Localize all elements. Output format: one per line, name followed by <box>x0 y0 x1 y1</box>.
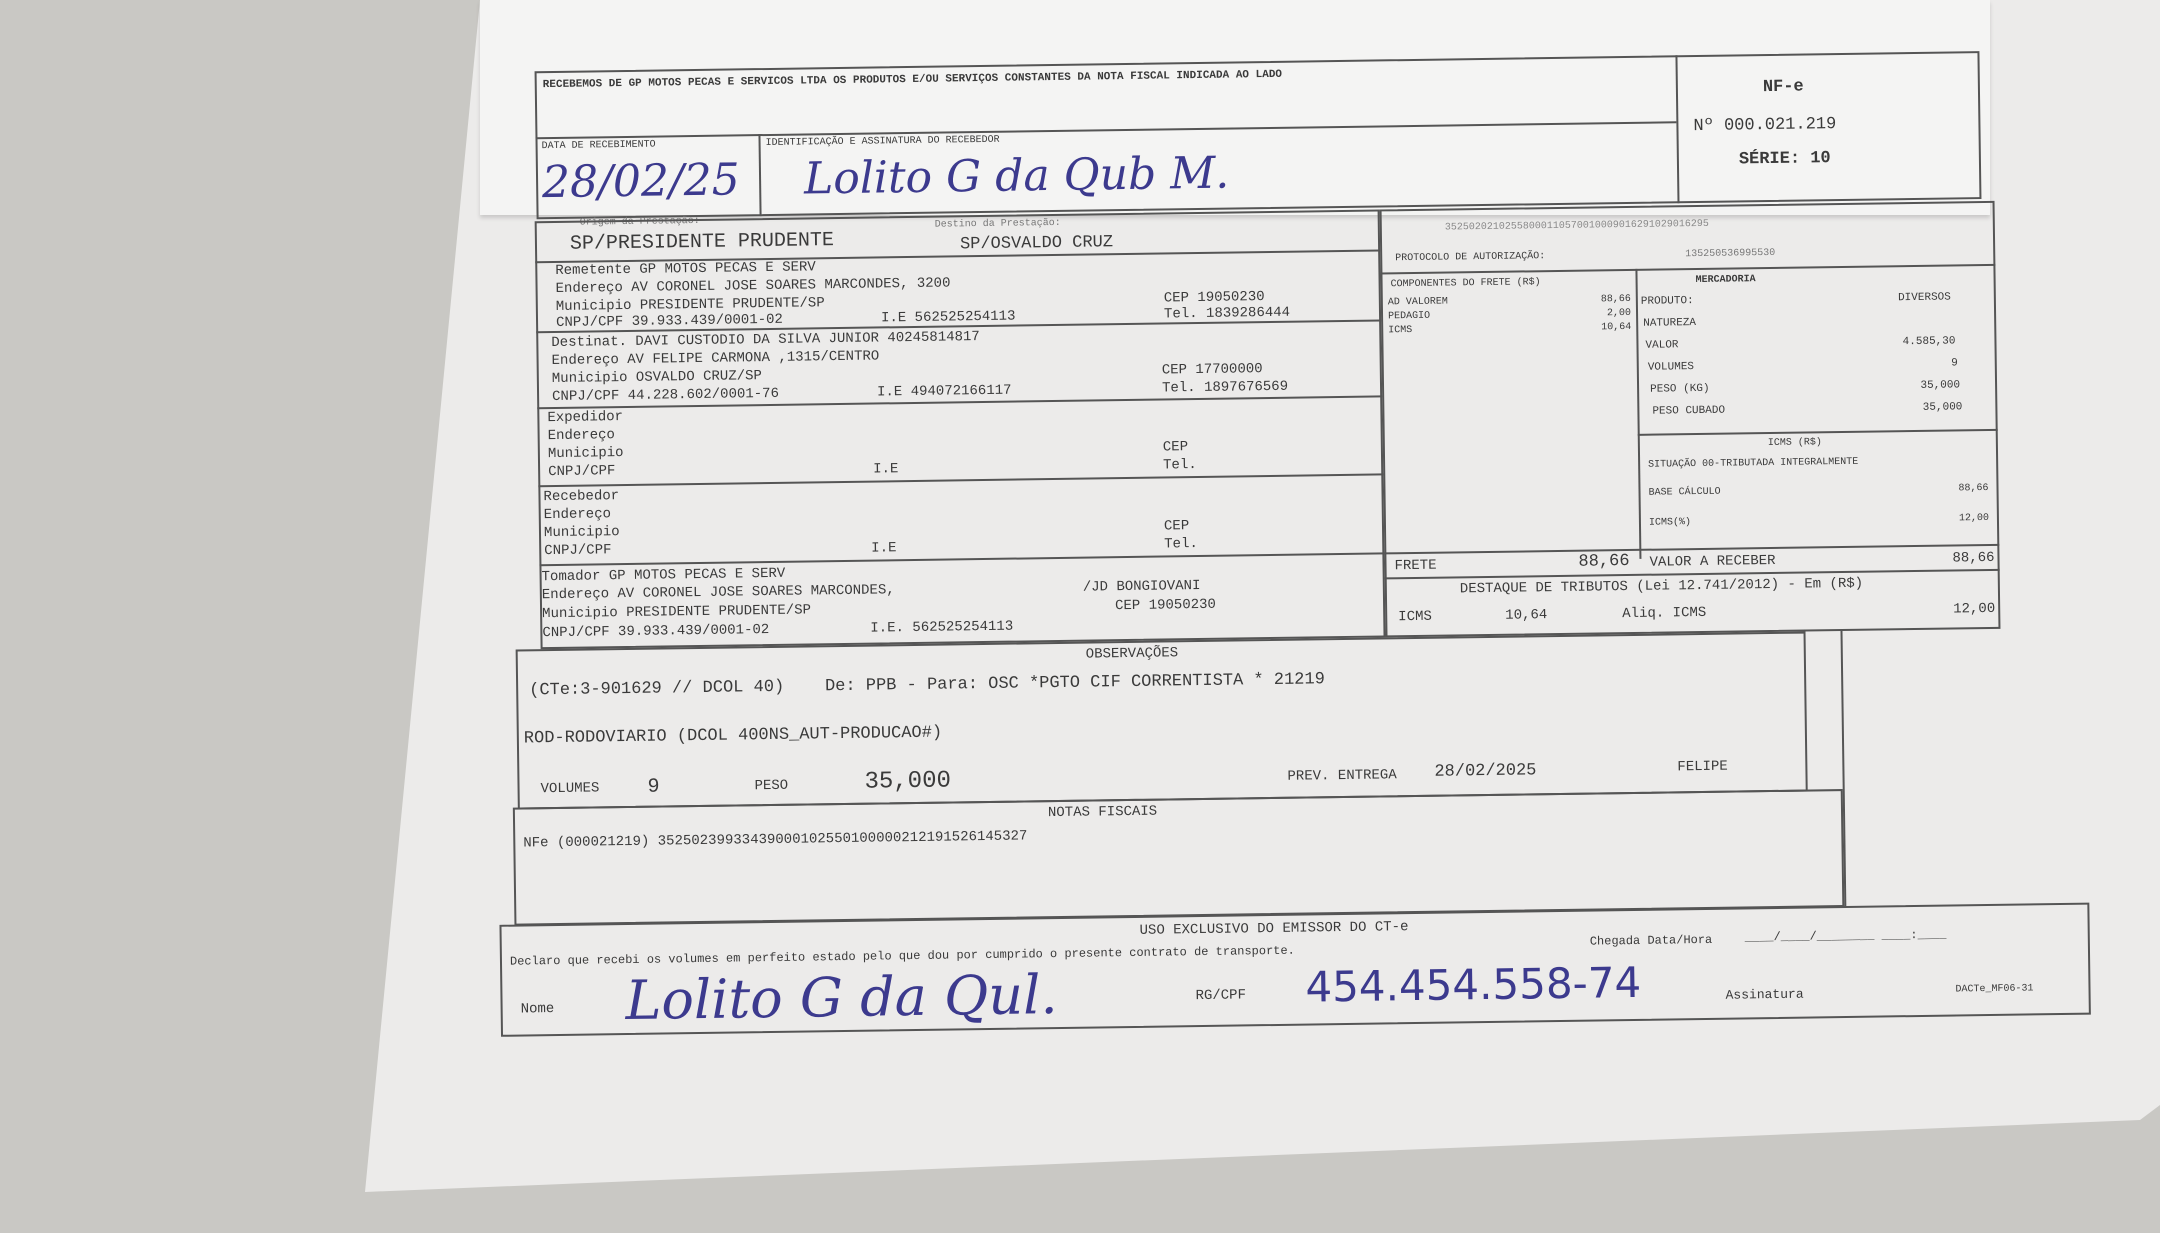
merchandise-label: VALOR <box>1645 339 1679 352</box>
shipper-label: Expedidor <box>547 409 624 427</box>
freight-total-label: FRETE <box>1394 557 1437 575</box>
recipient-tel: Tel. 1897676569 <box>1161 378 1289 397</box>
footer-code: DACTe_MF06-31 <box>1955 983 2034 996</box>
freight-items <box>0 0 2152 17</box>
volumes-value: 9 <box>647 775 660 799</box>
rate-value: 12,00 <box>1958 512 1990 525</box>
rg-label: RG/CPF <box>1195 987 1247 1005</box>
freight-item-label: PEDAGIO <box>1387 310 1431 323</box>
taxes-aliq: 12,00 <box>1953 600 1996 618</box>
arrival-field[interactable]: ____/____/________ ____:____ <box>1744 927 1947 945</box>
receiver-signature: Lolito G da Qub M. <box>803 147 1230 205</box>
merchandise-label: VOLUMES <box>1647 361 1695 374</box>
merchandise-label: PRODUTO: <box>1640 295 1694 308</box>
payer-cep: CEP 19050230 <box>1114 596 1217 615</box>
receiver-address-label: Endereço <box>543 506 612 524</box>
freight-item-value: 10,64 <box>1601 321 1632 334</box>
invoices-box <box>512 789 1845 926</box>
payer-label: Tomador GP MOTOS PECAS E SERV <box>541 565 786 586</box>
sender-name: GP MOTOS PECAS E SERV <box>639 259 816 278</box>
date-label: DATA DE RECEBIMENTO <box>541 139 656 153</box>
merchandise-value: 9 <box>1951 357 1958 370</box>
shipper-tel-label: Tel. <box>1163 457 1197 474</box>
payer-ie: I.E. 562525254113 <box>870 618 1014 637</box>
merchandise-label: PESO (KG) <box>1650 382 1710 396</box>
shipper-municipio-label: Municipio <box>547 445 624 463</box>
arrival-label: Chegada Data/Hora <box>1589 932 1713 949</box>
rg-value: 454.454.558-74 <box>1305 957 1642 1012</box>
freight-total: 88,66 <box>1578 552 1630 572</box>
merchandise-label: NATUREZA <box>1643 317 1697 330</box>
taxes-icms: 10,64 <box>1505 607 1548 624</box>
receiver-municipio-label: Municipio <box>543 524 620 542</box>
volumes-label: VOLUMES <box>540 780 600 798</box>
sender-ie: I.E 562525254113 <box>880 308 1016 327</box>
receipt-stub <box>480 0 1990 215</box>
payer-cnpj: CNPJ/CPF 39.933.439/0001-02 <box>542 622 770 642</box>
merchandise-rows <box>0 0 2152 17</box>
base-label: BASE CÁLCULO <box>1648 486 1721 499</box>
taxes-icms-label: ICMS <box>1398 608 1432 626</box>
driver-name: FELIPE <box>1677 758 1728 776</box>
sender-cep: CEP 19050230 <box>1163 289 1265 307</box>
rate-label: ICMS(%) <box>1648 517 1692 529</box>
freight-item-label: ICMS <box>1388 325 1413 337</box>
freight-item-label: AD VALOREM <box>1387 296 1448 309</box>
receiver-cnpj-label: CNPJ/CPF <box>544 542 612 560</box>
name-signature: Lolito G da Qul. <box>625 963 1058 1033</box>
freight-title: COMPONENTES DO FRETE (R$) <box>1390 277 1541 291</box>
name-label: Nome <box>520 1001 555 1018</box>
peso-label: PESO <box>754 777 789 795</box>
taxes-aliq-label: Aliq. ICMS <box>1622 604 1707 623</box>
peso-value: 35,000 <box>864 767 952 796</box>
merchandise-value: DIVERSOS <box>1897 291 1951 305</box>
sender-cnpj: CNPJ/CPF 39.933.439/0001-02 <box>555 311 784 331</box>
merchandise-value: 35,000 <box>1922 401 1963 414</box>
signature-label: Assinatura <box>1725 986 1804 1003</box>
shipper-cnpj-label: CNPJ/CPF <box>548 463 616 481</box>
merchandise-title: MERCADORIA <box>1695 274 1756 287</box>
receipt-date: 28/02/25 <box>541 154 741 209</box>
protocol-number: 135250536995530 <box>1685 247 1776 261</box>
freight-item-value: 88,66 <box>1600 293 1631 306</box>
doc-type: NF-e <box>1762 77 1804 98</box>
freight-item-value: 2,00 <box>1606 307 1632 320</box>
shipper-address-label: Endereço <box>547 427 615 445</box>
icms-title: ICMS (R$) <box>1767 437 1822 450</box>
base-value: 88,66 <box>1958 482 1989 495</box>
invoice-series: SÉRIE: 10 <box>1738 149 1831 170</box>
receiver-label: Recebedor <box>543 488 620 506</box>
receive-value: 88,66 <box>1952 549 1995 567</box>
observations-title: OBSERVAÇÕES <box>1085 645 1179 663</box>
protocol-label: PROTOCOLO DE AUTORIZAÇÃO: <box>1395 251 1546 265</box>
receiver-ie-label: I.E <box>871 540 897 557</box>
merchandise-label: PESO CUBADO <box>1652 404 1726 418</box>
invoice-number: Nº 000.021.219 <box>1693 115 1837 137</box>
receiver-tel-label: Tel. <box>1164 536 1198 553</box>
shipper-ie-label: I.E <box>873 461 899 478</box>
shipper-cep-label: CEP <box>1162 439 1189 456</box>
payer-name: GP MOTOS PECAS E SERV <box>608 565 786 585</box>
sender-tel: Tel. 1839286444 <box>1163 304 1291 323</box>
recipient-municipio: Municipio OSVALDO CRUZ/SP <box>551 368 763 388</box>
merchandise-value: 35,000 <box>1920 379 1961 392</box>
prev-date: 28/02/2025 <box>1434 761 1537 782</box>
payer-district: /JD BONGIOVANI <box>1082 577 1201 596</box>
recipient-cep: CEP 17700000 <box>1161 361 1263 379</box>
recipient-ie: I.E 494072166117 <box>876 382 1012 401</box>
merchandise-value: 4.585,30 <box>1902 335 1956 349</box>
receive-label: VALOR A RECEBER <box>1649 552 1776 571</box>
receiver-cep-label: CEP <box>1163 518 1190 535</box>
invoices-title: NOTAS FISCAIS <box>1047 803 1158 822</box>
recipient-cnpj: CNPJ/CPF 44.228.602/0001-76 <box>551 385 780 406</box>
prev-label: PREV. ENTREGA <box>1287 767 1397 785</box>
